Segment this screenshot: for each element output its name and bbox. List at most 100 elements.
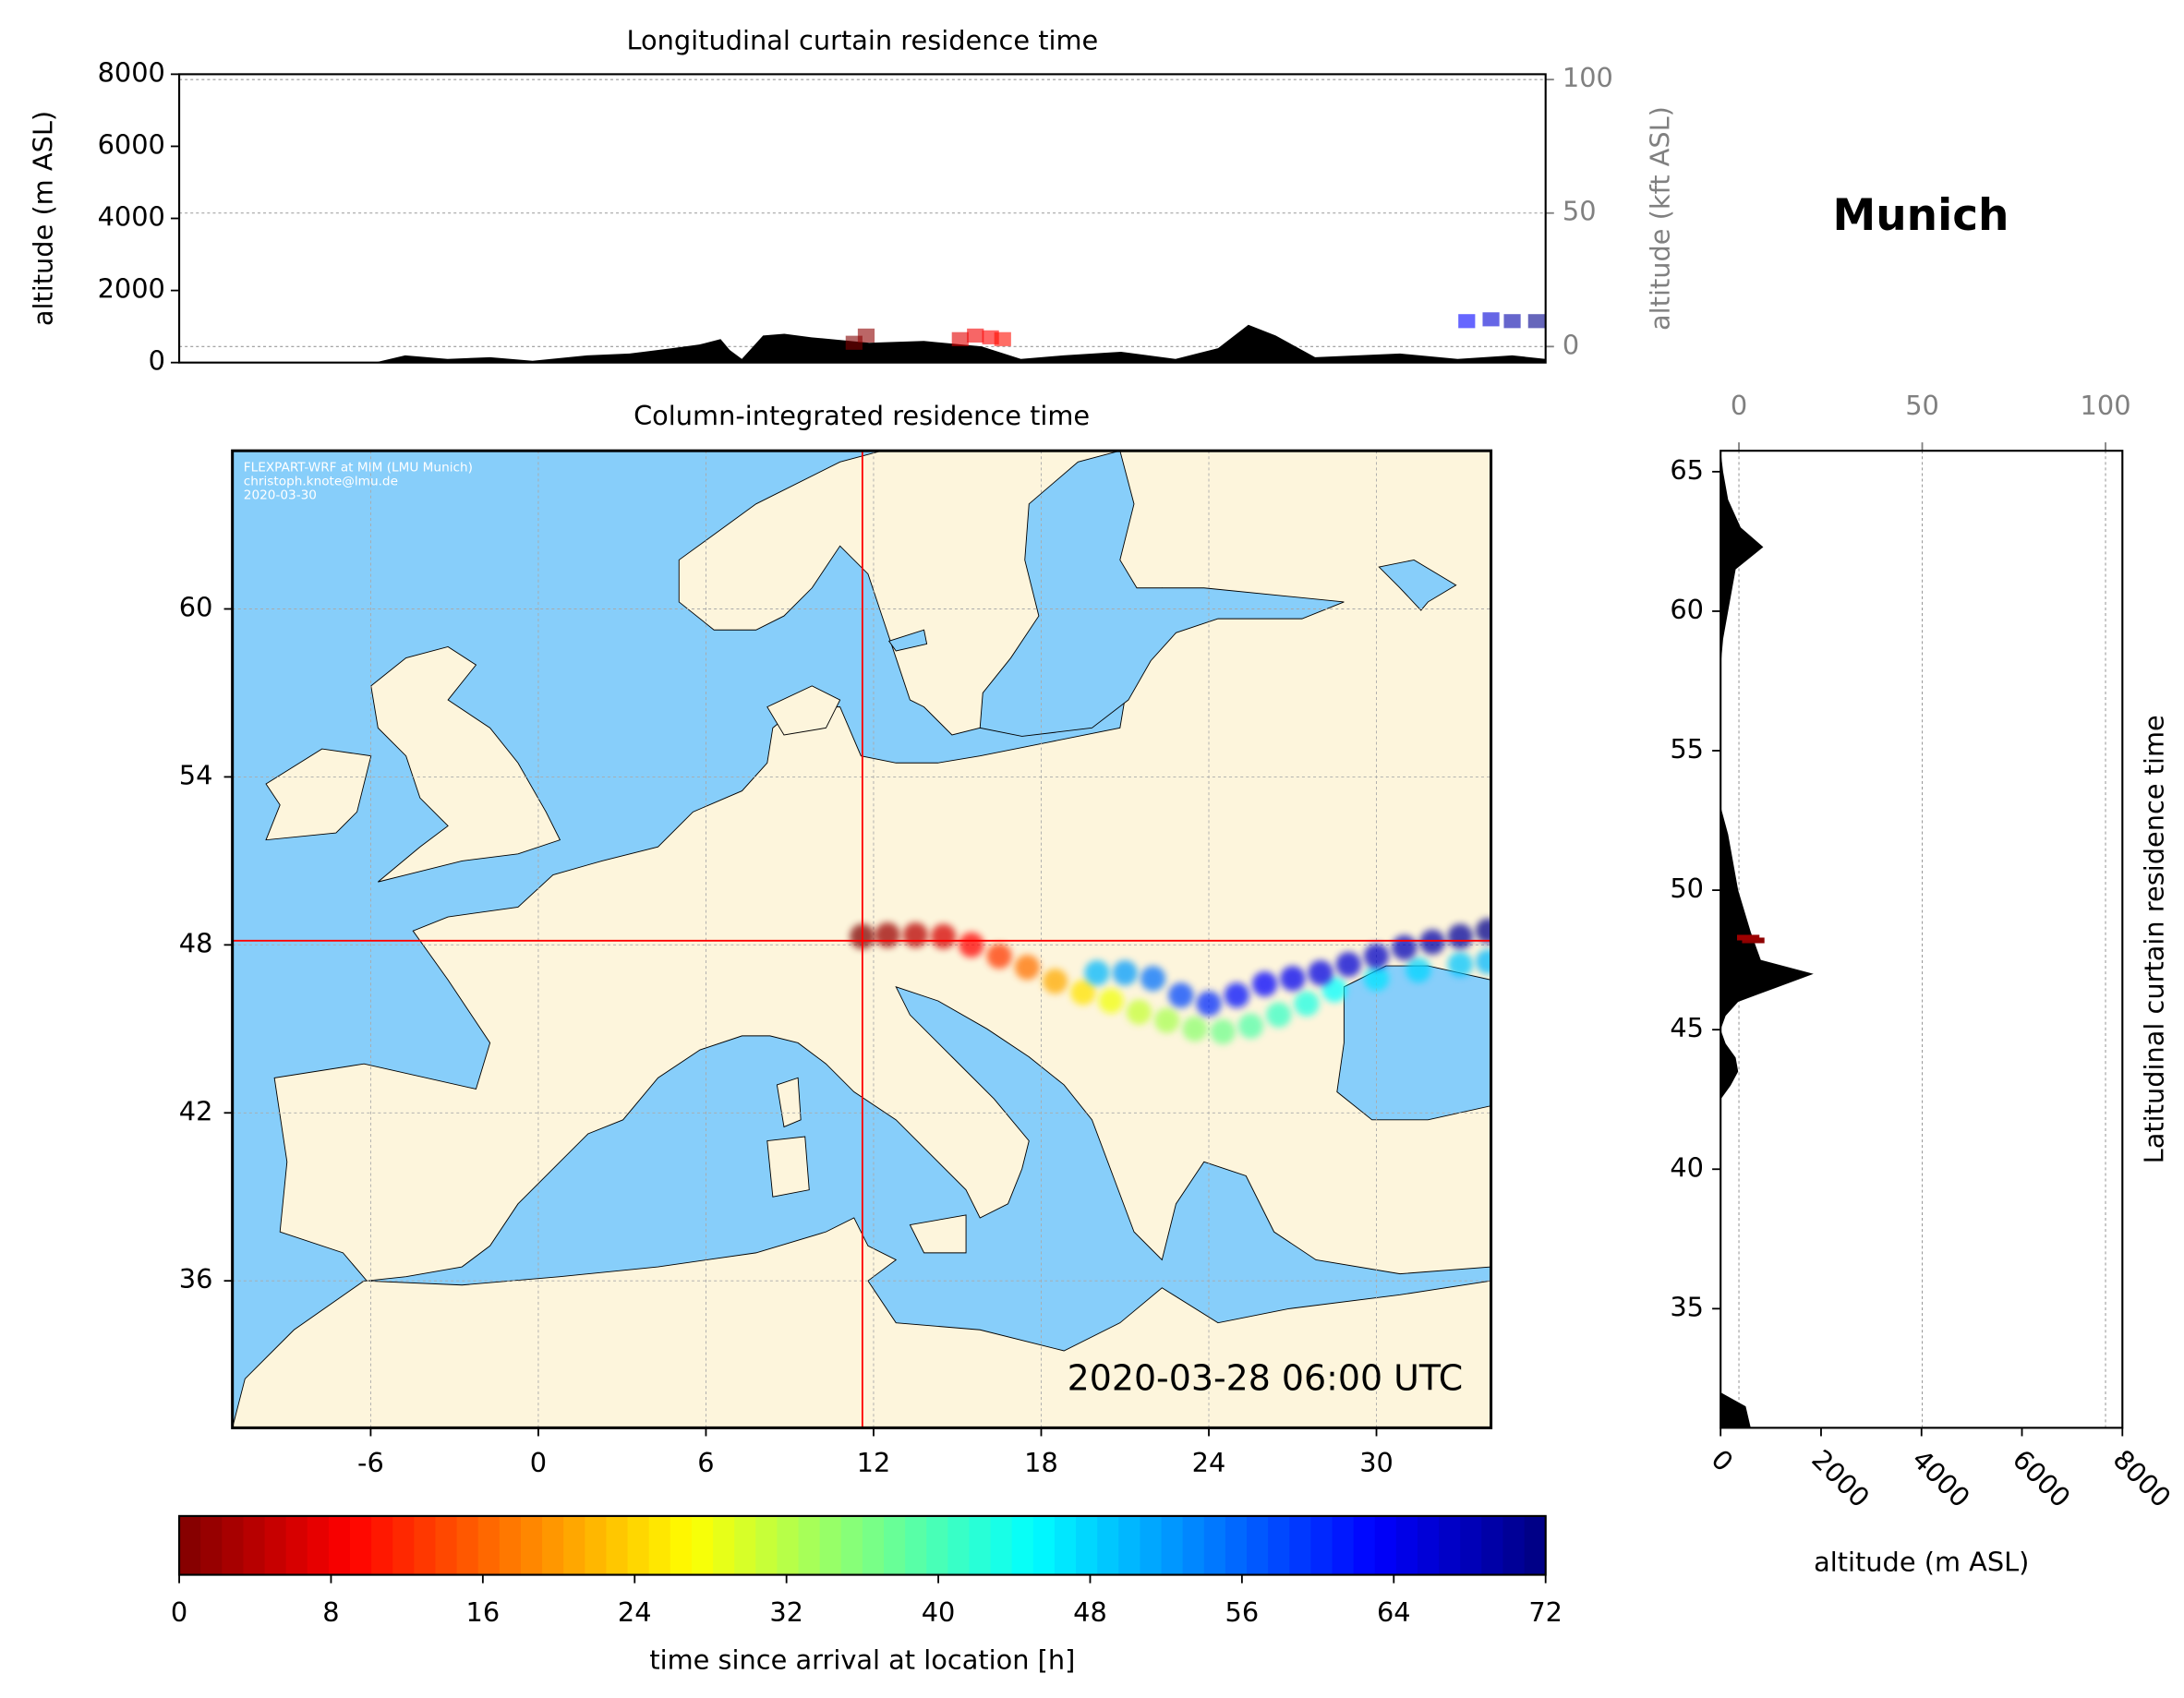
particle-plume <box>1447 951 1473 978</box>
credit-text: christoph.knote@lmu.de <box>244 475 398 489</box>
y-tick-label: 0 <box>149 345 165 377</box>
colorbar-swatch <box>542 1515 565 1575</box>
x-tick-label: 24 <box>1192 1447 1226 1478</box>
colorbar-swatch <box>585 1515 608 1575</box>
particle-plume <box>1126 999 1152 1025</box>
particle-plume <box>1237 1013 1264 1039</box>
colorbar-swatch <box>1247 1515 1270 1575</box>
colorbar-swatch <box>1439 1515 1462 1575</box>
particle-plume <box>1224 982 1249 1008</box>
colorbar-swatch <box>1310 1515 1333 1575</box>
colorbar-swatch <box>734 1515 757 1575</box>
colorbar-swatch <box>990 1515 1013 1575</box>
particle-plume <box>1321 977 1347 1003</box>
colorbar-swatch <box>670 1515 693 1575</box>
particle-plume <box>1475 918 1491 944</box>
x-tick-label: 32 <box>769 1596 803 1628</box>
y-tick-label: 6000 <box>98 128 165 160</box>
frame <box>231 449 1493 1429</box>
x-tick-label: 24 <box>618 1596 652 1628</box>
colorbar-swatch <box>1161 1515 1184 1575</box>
particle-plume <box>1084 960 1110 986</box>
colorbar-swatch <box>456 1515 479 1575</box>
x-tick-label: 56 <box>1225 1596 1260 1628</box>
y-tick-label: 54 <box>179 759 213 790</box>
particle-plume <box>902 922 928 948</box>
colorbar-swatch <box>371 1515 394 1575</box>
colorbar-swatch <box>627 1515 650 1575</box>
colorbar-swatch <box>179 1515 202 1575</box>
colorbar-swatch <box>1203 1515 1226 1575</box>
particle-plume <box>1112 960 1138 986</box>
land-sicily <box>909 1214 967 1254</box>
colorbar-swatch <box>883 1515 907 1575</box>
particle-plume <box>1153 1007 1180 1033</box>
colorbar-swatch <box>926 1515 949 1575</box>
x-tick-label: 2000 <box>1805 1443 1876 1513</box>
colorbar-swatch <box>350 1515 373 1575</box>
y-tick-label: 36 <box>179 1263 213 1295</box>
x-tick-label: 4000 <box>1906 1443 1976 1513</box>
y-tick-label: 8000 <box>98 56 165 88</box>
particle-plume <box>875 922 900 948</box>
colorbar-swatch <box>499 1515 522 1575</box>
sea-baltic <box>979 451 1345 737</box>
particle-plume <box>1251 971 1278 997</box>
sea-black <box>1336 965 1491 1121</box>
colorbar-swatch <box>1395 1515 1418 1575</box>
particle-plume <box>1042 969 1068 994</box>
colorbar-swatch <box>840 1515 863 1575</box>
y2-tick-label: 100 <box>1563 62 1613 93</box>
particle-plume <box>1280 966 1306 992</box>
colorbar-swatch <box>1460 1515 1483 1575</box>
y2-axis-label: altitude (kft ASL) <box>1645 106 1676 331</box>
colorbar-swatch <box>798 1515 821 1575</box>
colorbar-swatch <box>1097 1515 1120 1575</box>
x-tick-label: 48 <box>1073 1596 1107 1628</box>
x-axis-label: altitude (m ASL) <box>1814 1546 2029 1577</box>
colorbar-swatch <box>755 1515 778 1575</box>
lake <box>887 629 928 652</box>
x-tick-label: 72 <box>1528 1596 1563 1628</box>
x-tick-label: 0 <box>171 1596 187 1628</box>
colorbar-swatch <box>328 1515 351 1575</box>
y-tick-label: 60 <box>1670 594 1704 625</box>
particle <box>1482 312 1500 327</box>
particle <box>857 328 875 343</box>
y-axis-label: altitude (m ASL) <box>28 111 59 326</box>
colorbar-label: time since arrival at location [h] <box>649 1644 1075 1676</box>
particle-plume <box>986 943 1012 969</box>
particle <box>1527 314 1545 329</box>
colorbar-swatch <box>691 1515 714 1575</box>
particle-plume <box>930 923 957 949</box>
x-tick-label: -6 <box>357 1447 384 1478</box>
land-britain <box>370 645 561 883</box>
particle-plume <box>1098 988 1124 1014</box>
panel-title: Longitudinal curtain residence time <box>626 25 1098 56</box>
colorbar-swatch <box>1054 1515 1077 1575</box>
particle <box>967 328 984 343</box>
y-tick-label: 50 <box>1670 873 1704 904</box>
colorbar-swatch <box>1076 1515 1099 1575</box>
colorbar-swatch <box>392 1515 416 1575</box>
land-denmark <box>766 685 841 736</box>
colorbar-swatch <box>1524 1515 1547 1575</box>
x2-tick-label: 50 <box>1905 390 1939 421</box>
colorbar-swatch <box>1353 1515 1376 1575</box>
y-tick-label: 35 <box>1670 1291 1704 1322</box>
particle-plume <box>1210 1018 1236 1044</box>
y-tick-label: 55 <box>1670 733 1704 765</box>
trajectory <box>850 918 1491 1044</box>
y-tick-label: 45 <box>1670 1012 1704 1043</box>
y-tick-label: 60 <box>179 592 213 623</box>
y-tick-label: 42 <box>179 1095 213 1126</box>
y-tick-label: 4000 <box>98 201 165 233</box>
x-tick-label: 8000 <box>2107 1443 2178 1513</box>
colorbar-swatch <box>477 1515 501 1575</box>
colorbar-swatch <box>1332 1515 1355 1575</box>
y2-tick-label: 0 <box>1563 329 1579 360</box>
colorbar-swatch <box>777 1515 800 1575</box>
land-ireland <box>265 748 372 841</box>
